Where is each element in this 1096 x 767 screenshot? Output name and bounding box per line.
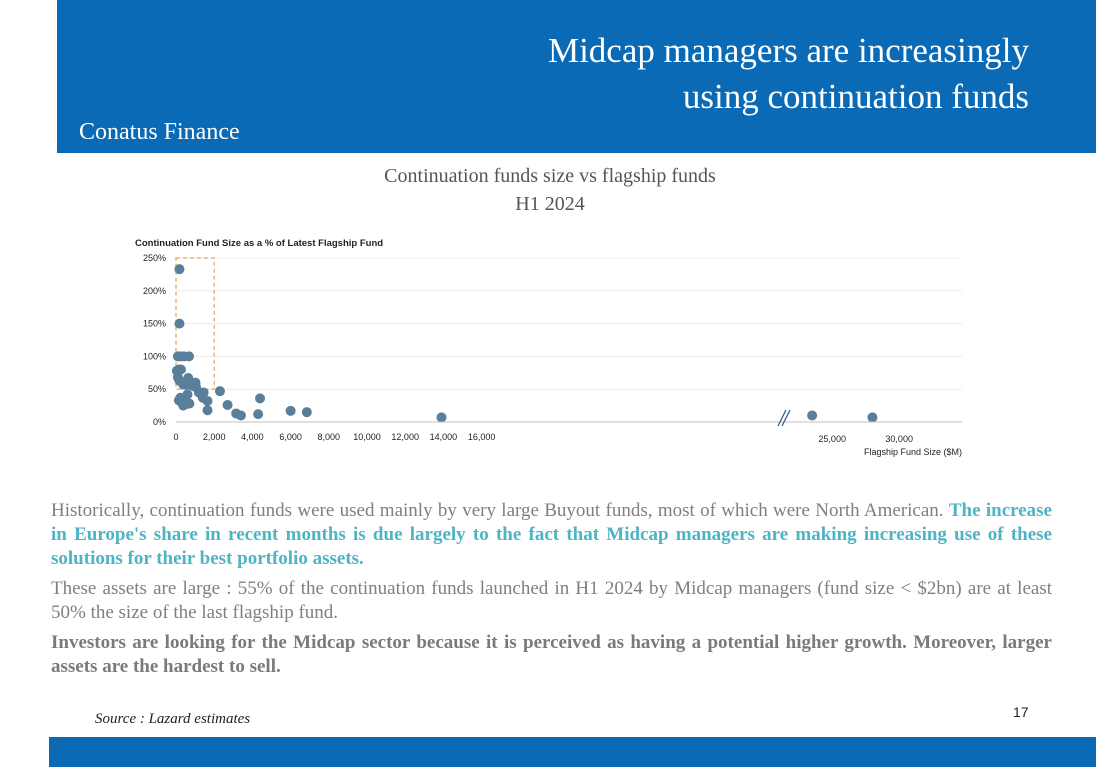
axis-break-mark (777, 409, 787, 427)
data-point (867, 412, 878, 423)
x-tick-label: 16,000 (468, 432, 496, 442)
data-point (235, 410, 246, 421)
y-tick-label: 150% (143, 319, 166, 329)
x-tick-label: 2,000 (203, 432, 226, 442)
y-tick-label: 250% (143, 253, 166, 263)
y-tick-label: 50% (148, 384, 166, 394)
data-point (301, 407, 312, 418)
axis-break-mark (781, 409, 791, 427)
data-point (174, 318, 185, 329)
data-point (183, 351, 194, 362)
body-text: Historically, continuation funds were us… (51, 499, 1052, 685)
source-note: Source : Lazard estimates (95, 711, 251, 727)
header-banner: Midcap managers are increasingly using c… (57, 0, 1096, 153)
slide-title-line-1: Midcap managers are increasingly (547, 31, 1029, 70)
chart-heading-line-2: H1 2024 (515, 193, 585, 215)
scatter-chart: 0% 50% 100% 150% 200% 250% 0 2,000 4,000 6,000 8,0… (135, 238, 962, 457)
paragraph-1: Historically, continuation funds were us… (51, 499, 1052, 571)
x-tick-label: 8,000 (318, 432, 341, 442)
data-point (255, 393, 266, 404)
paragraph-1-text: Historically, continuation funds were us… (51, 500, 949, 521)
data-point (179, 394, 190, 405)
footer-banner (49, 737, 1096, 767)
data-point (202, 396, 213, 407)
x-axis-label: Flagship Fund Size ($M) (864, 447, 962, 457)
data-point (214, 386, 225, 397)
y-tick-label: 100% (143, 351, 166, 361)
x-tick-label: 0 (173, 432, 178, 442)
data-point (253, 409, 264, 420)
x-tick-label: 10,000 (353, 432, 381, 442)
data-point (175, 364, 186, 375)
chart-heading: Continuation funds size vs flagship fund… (300, 162, 800, 218)
paragraph-2: These assets are large : 55% of the cont… (51, 578, 1052, 623)
data-point (285, 405, 296, 416)
y-tick-label: 0% (153, 417, 166, 427)
data-point (436, 412, 447, 423)
data-point (807, 410, 818, 421)
data-point (222, 399, 233, 410)
paragraph-1-highlight: The increase in Europe's share in recent… (51, 500, 1052, 569)
data-point (202, 405, 213, 416)
slide-title-line-2: using continuation funds (682, 77, 1029, 116)
x-tick-label: 12,000 (391, 432, 419, 442)
x-tick-label: 14,000 (430, 432, 458, 442)
y-tick-label: 200% (143, 286, 166, 296)
slide-title: Midcap managers are increasingly using c… (329, 28, 1029, 120)
page-number: 17 (1013, 704, 1029, 720)
brand-name: Conatus Finance (79, 119, 240, 145)
data-point (174, 264, 185, 275)
y-axis-label: Continuation Fund Size as a % of Latest … (135, 238, 383, 249)
paragraph-3: Investors are looking for the Midcap sec… (51, 632, 1052, 677)
x-tick-label: 30,000 (885, 434, 913, 444)
x-tick-label: 4,000 (241, 432, 264, 442)
chart-heading-line-1: Continuation funds size vs flagship fund… (384, 165, 716, 187)
x-tick-label: 6,000 (279, 432, 302, 442)
x-tick-label: 25,000 (818, 434, 846, 444)
